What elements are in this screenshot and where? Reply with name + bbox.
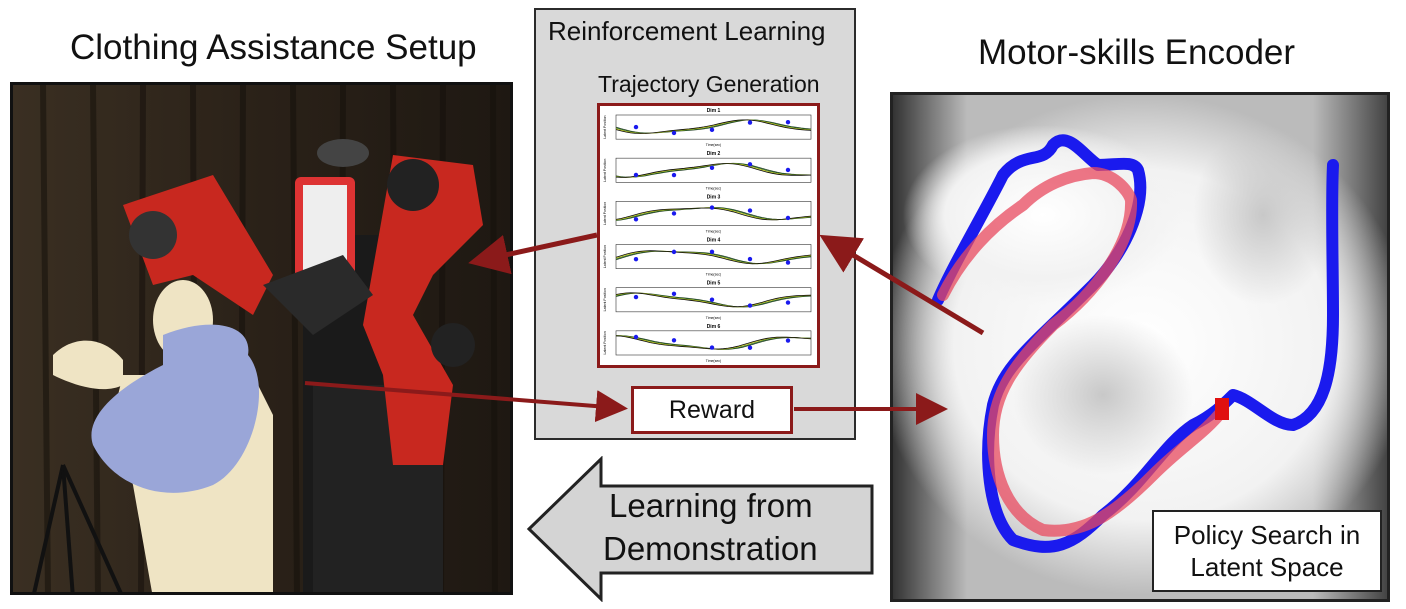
mini-plot-point [785,215,791,221]
mini-plot: Dim 6 Latent Position Time(sec) [603,324,812,363]
mini-plot-point [747,303,753,308]
learning-from-demonstration-arrow [526,456,874,602]
mini-plot-point [709,249,715,254]
mini-plot-frame [615,287,812,313]
lfd-label-line2: Demonstration [603,530,818,567]
mini-plot-title: Dim 3 [707,194,721,200]
mini-plot-line [615,119,812,134]
mini-plot-ylabel: Latent Position [603,288,607,311]
mini-plot-line [615,292,812,308]
mini-plot-point [785,260,791,265]
trajectory-generation-label: Trajectory Generation [598,71,820,97]
latent-space-heatmap [893,95,1387,599]
arrow-robot-to-reward [304,381,628,423]
mini-plot: Dim 5 Latent Position Time(sec) [603,281,812,320]
mini-plot-frame [615,330,812,356]
mini-plot-point [633,124,639,130]
mini-plot-ylabel: Latent Position [603,115,607,138]
mini-plot-frame [615,114,812,140]
reward-label: Reward [668,396,756,424]
mini-plot-point [709,345,715,350]
robot-photo [10,82,513,595]
mini-plot-title: Dim 1 [707,108,721,114]
policy-search-caption: Policy Search in Latent Space [1152,510,1382,592]
policy-search-line1: Policy Search in [1173,520,1361,550]
mini-plot-xlabel: Time(sec) [706,273,721,277]
mini-plot: Dim 2 Latent Position Time(sec) [603,151,812,190]
mini-plot: Dim 1 Latent Position Time(sec) [603,108,812,147]
title-clothing-setup: Clothing Assistance Setup [70,28,477,67]
mini-plot-title: Dim 4 [707,238,721,244]
mini-plot-xlabel: Time(sec) [706,316,721,320]
mini-plot-point [785,338,791,343]
mini-plot-point [671,130,677,136]
mini-plot-point [633,256,639,262]
mini-plot-point [709,127,715,133]
mini-plot-ylabel: Latent Position [603,202,607,225]
reward-box: Reward [631,386,793,434]
mini-plot-point [633,172,639,178]
mini-plot-xlabel: Time(sec) [706,230,721,234]
mini-plot-point [671,211,677,216]
mini-plot-point [747,256,753,262]
mini-plot-frame [615,201,812,226]
mini-plot-point [747,208,753,213]
mini-plot-point [747,120,753,125]
mini-plot-ylabel: Latent Position [603,159,607,182]
mini-plot-title: Dim 2 [707,151,721,157]
mini-plot-point [633,217,639,222]
mini-plot-ylabel: Latent Position [603,331,607,354]
mini-plot-ylabel: Latent Position [603,245,607,268]
mini-plot-xlabel: Time(sec) [706,143,721,147]
arrow-latent-to-plots [819,234,985,336]
policy-search-line2: Latent Space [1190,552,1344,582]
mini-plot-point [785,167,791,173]
title-motor-skills: Motor-skills Encoder [978,33,1296,72]
mini-plot-point [671,172,677,178]
mini-plot-title: Dim 5 [707,281,721,287]
mini-plot: Dim 4 Latent Position Time(sec) [603,238,812,277]
rl-panel-title: Reinforcement Learning [548,16,826,46]
mini-plot-line [615,250,812,265]
trajectory-plots-box: Dim 1 Latent Position Time(sec) Dim 2 Latent… [597,103,820,368]
mini-plot-point [633,334,639,340]
mini-plot-line [615,250,812,265]
trajectory-plots: Dim 1 Latent Position Time(sec) Dim 2 Latent… [603,108,812,363]
lfd-label-line1: Learning from [609,487,813,524]
robot-scene-illustration [13,85,510,592]
mini-plot-point [709,165,715,170]
mini-plot-point [785,300,791,305]
mini-plot-point [709,205,715,210]
mini-plot-point [671,291,677,297]
mini-plot-title: Dim 6 [707,324,721,330]
mini-plot-point [747,345,753,350]
mini-plot-point [785,119,791,125]
mini-plot-line [615,163,812,178]
mini-plot-point [747,162,753,167]
mini-plot-point [671,338,677,343]
mini-plot: Dim 3 Latent Position Time(sec) [603,194,812,234]
latent-space-panel [890,92,1390,602]
mini-plot-frame [615,157,812,183]
mini-plot-point [633,294,639,300]
arrow-plots-to-robot [468,232,598,275]
mini-plot-point [671,249,677,255]
mini-plot-point [709,297,715,302]
mini-plot-xlabel: Time(sec) [706,359,721,363]
mini-plot-xlabel: Time(sec) [706,186,721,190]
